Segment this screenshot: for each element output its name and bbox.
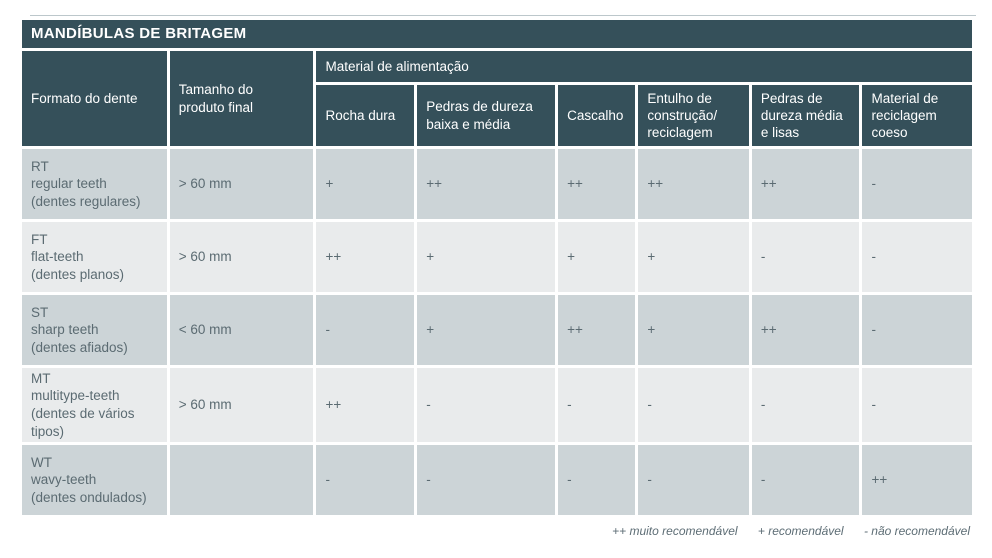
row-size-mt: > 60 mm [169,368,314,442]
row-label-st: ST sharp teeth (dentes afiados) [22,295,167,365]
rating-cell: - [316,295,415,365]
crushing-jaws-table: MANDÍBULAS DE BRITAGEM Formato do dente … [22,20,972,515]
header-tooth-shape: Formato do dente [22,51,167,146]
rating-cell: + [316,149,415,219]
header-medium-hardness-smooth-stones: Pedras de dureza média e lisas [751,85,860,146]
legend-recommended: + recomendável [757,524,844,538]
header-final-product-size: Tamanho do produto final [169,51,314,146]
row-size-rt: > 60 mm [169,149,314,219]
header-cohesive-recycling-material: Material de reciclagem coeso [862,85,972,146]
row-label-mt: MT multitype-teeth (dentes de vários tip… [22,368,167,442]
rating-cell: - [558,445,636,515]
rating-cell: - [316,445,415,515]
rating-cell: ++ [862,445,972,515]
rating-cell: - [862,149,972,219]
rating-cell: ++ [316,368,415,442]
header-low-medium-hardness-stones: Pedras de dureza baixa e média [417,85,556,146]
rating-cell: ++ [417,149,556,219]
rating-cell: + [558,222,636,292]
rating-cell: - [751,222,860,292]
rating-cell: ++ [316,222,415,292]
row-size-st: < 60 mm [169,295,314,365]
legend-not-recommended: - não recomendável [863,524,970,538]
row-label-wt: WT wavy-teeth (dentes ondulados) [22,445,167,515]
row-label-ft: FT flat-teeth (dentes planos) [22,222,167,292]
rating-cell: - [417,368,556,442]
header-hard-rock: Rocha dura [316,85,415,146]
rating-cell: ++ [751,149,860,219]
rating-cell: - [862,295,972,365]
rating-cell: + [417,295,556,365]
rating-cell: + [638,222,749,292]
rating-cell: + [417,222,556,292]
rating-cell: - [417,445,556,515]
header-feed-material-group: Material de alimentação [316,51,972,82]
rating-cell: - [558,368,636,442]
rating-cell: + [638,295,749,365]
rating-cell: - [751,368,860,442]
header-construction-recycling-debris: Entulho de construção/ reciclagem [638,85,749,146]
header-gravel: Cascalho [558,85,636,146]
rating-cell: - [751,445,860,515]
rating-cell: ++ [638,149,749,219]
rating-cell: - [862,222,972,292]
legend-highly-recommended: ++ muito recomendável [612,524,738,538]
top-divider-line [30,15,976,16]
row-size-wt [169,445,314,515]
rating-cell: - [638,445,749,515]
rating-cell: ++ [751,295,860,365]
rating-cell: ++ [558,149,636,219]
row-size-ft: > 60 mm [169,222,314,292]
row-label-rt: RT regular teeth (dentes regulares) [22,149,167,219]
rating-legend: ++ muito recomendável + recomendável - n… [595,524,970,538]
rating-cell: - [862,368,972,442]
table-title: MANDÍBULAS DE BRITAGEM [22,20,972,48]
rating-cell: ++ [558,295,636,365]
rating-cell: - [638,368,749,442]
